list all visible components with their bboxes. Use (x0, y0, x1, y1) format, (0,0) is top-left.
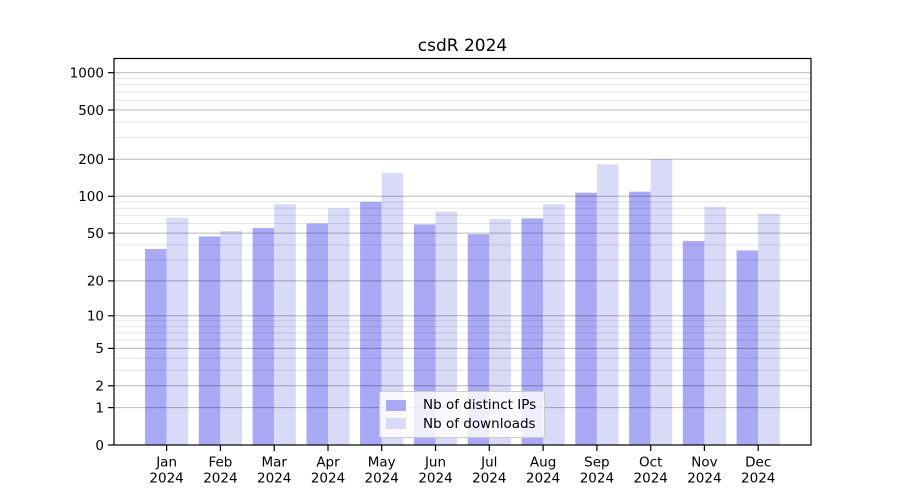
x-tick-label-month-mar: Mar (261, 455, 287, 471)
x-tick-label-month-sep: Sep (584, 455, 609, 471)
x-tick-label-year-sep: 2024 (580, 471, 614, 487)
x-tick-label-year-nov: 2024 (687, 471, 721, 487)
bar-ips-aug (521, 218, 544, 445)
bar-downloads-jan (166, 217, 189, 445)
bar-ips-apr (306, 223, 328, 445)
x-tick-label-month-dec: Dec (745, 455, 771, 471)
x-tick-label-month-may: May (368, 455, 396, 471)
x-tick-label-year-feb: 2024 (203, 471, 237, 487)
bar-downloads-mar (274, 204, 296, 445)
x-tick-label-month-nov: Nov (691, 455, 717, 471)
x-tick-label-year-dec: 2024 (741, 471, 775, 487)
y-tick-label-10: 10 (87, 309, 104, 325)
bar-ips-oct (629, 191, 651, 445)
legend-item-distinct-ips: Nb of distinct IPs (386, 396, 537, 414)
legend-label-downloads: Nb of downloads (423, 415, 536, 432)
bar-ips-jan (145, 249, 167, 445)
y-tick-label-2: 2 (95, 379, 104, 395)
x-tick-label-year-jun: 2024 (418, 471, 452, 487)
x-tick-label-year-oct: 2024 (634, 471, 668, 487)
x-tick-label-year-may: 2024 (365, 471, 399, 487)
bar-ips-feb (198, 236, 221, 445)
bar-downloads-dec (758, 213, 780, 445)
bar-ips-jun (413, 224, 436, 445)
y-axis: 0 1 2 5 10 20 50 100 200 500 1000 (70, 66, 114, 454)
y-tick-label-0: 0 (95, 438, 104, 454)
bar-downloads-apr (328, 208, 350, 445)
x-tick-label-month-jan: Jan (155, 455, 177, 471)
x-tick-label-month-aug: Aug (530, 455, 556, 471)
bar-downloads-may (381, 172, 404, 445)
x-tick-label-year-jan: 2024 (149, 471, 183, 487)
bar-downloads-jun (435, 211, 458, 445)
bar-ips-mar (252, 228, 275, 445)
x-tick-label-year-mar: 2024 (257, 471, 291, 487)
x-tick-label-month-jun: Jun (424, 455, 446, 471)
x-tick-label-month-jul: Jul (480, 455, 497, 471)
bar-downloads-feb (220, 231, 242, 445)
y-tick-label-50: 50 (87, 226, 104, 242)
plot-border (113, 57, 812, 446)
x-tick-label-year-aug: 2024 (526, 471, 560, 487)
bar-downloads-nov (704, 206, 726, 445)
x-tick-label-year-jul: 2024 (472, 471, 506, 487)
bar-downloads-jul (489, 219, 511, 445)
y-tick-label-20: 20 (87, 274, 104, 290)
y-tick-label-100: 100 (78, 189, 104, 205)
y-tick-label-5: 5 (95, 341, 104, 357)
y-tick-label-1: 1 (95, 400, 104, 416)
bar-downloads-aug (543, 204, 565, 445)
legend-label-distinct-ips: Nb of distinct IPs (423, 397, 537, 414)
legend: Nb of distinct IPs Nb of downloads (379, 391, 545, 438)
bar-ips-may (360, 201, 382, 445)
legend-swatch-distinct-ips-icon (386, 399, 406, 411)
bar-ips-dec (736, 250, 759, 445)
y-tick-label-200: 200 (78, 152, 104, 168)
x-tick-label-month-apr: Apr (316, 455, 340, 471)
x-axis: Jan2024Feb2024Mar2024Apr2024May2024Jun20… (149, 445, 775, 487)
bar-ips-nov (682, 241, 705, 445)
y-tick-label-500: 500 (78, 103, 104, 119)
legend-swatch-downloads-icon (386, 418, 406, 430)
bar-downloads-sep (596, 164, 619, 446)
x-tick-label-month-oct: Oct (639, 455, 662, 471)
bar-ips-sep (575, 192, 597, 445)
x-tick-label-month-feb: Feb (208, 455, 232, 471)
x-tick-label-year-apr: 2024 (311, 471, 345, 487)
legend-item-downloads: Nb of downloads (386, 415, 537, 433)
y-tick-label-1000: 1000 (70, 66, 104, 82)
bar-downloads-oct (650, 159, 673, 445)
bars-layer (145, 159, 780, 446)
